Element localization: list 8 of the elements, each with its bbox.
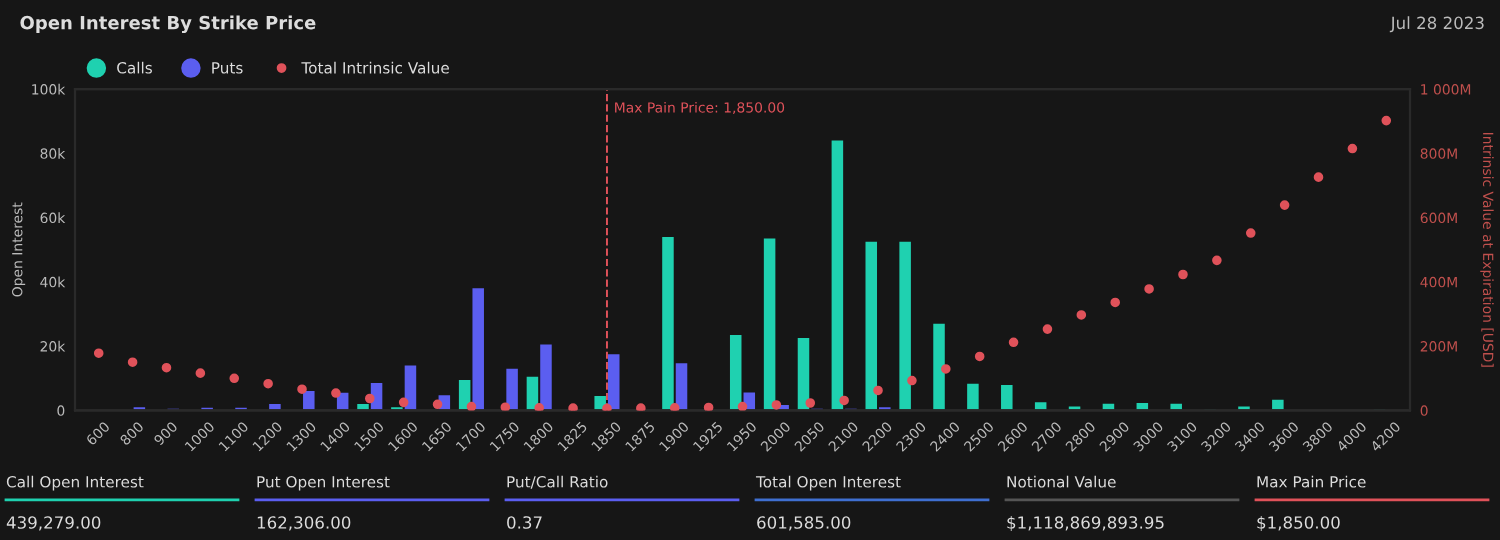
text: 162,306.00: [257, 516, 351, 531]
text: $1,118,869,893.95: [1007, 515, 1164, 532]
text: $1,850.00: [1257, 515, 1340, 532]
text: Jul 28 2023: [1389, 16, 1484, 33]
chart-title: Open Interest By Strike Price: [20, 15, 316, 34]
text: 601,585.00: [757, 516, 851, 531]
text: 0.37: [507, 516, 542, 529]
text: 439,279.00: [6, 516, 101, 531]
